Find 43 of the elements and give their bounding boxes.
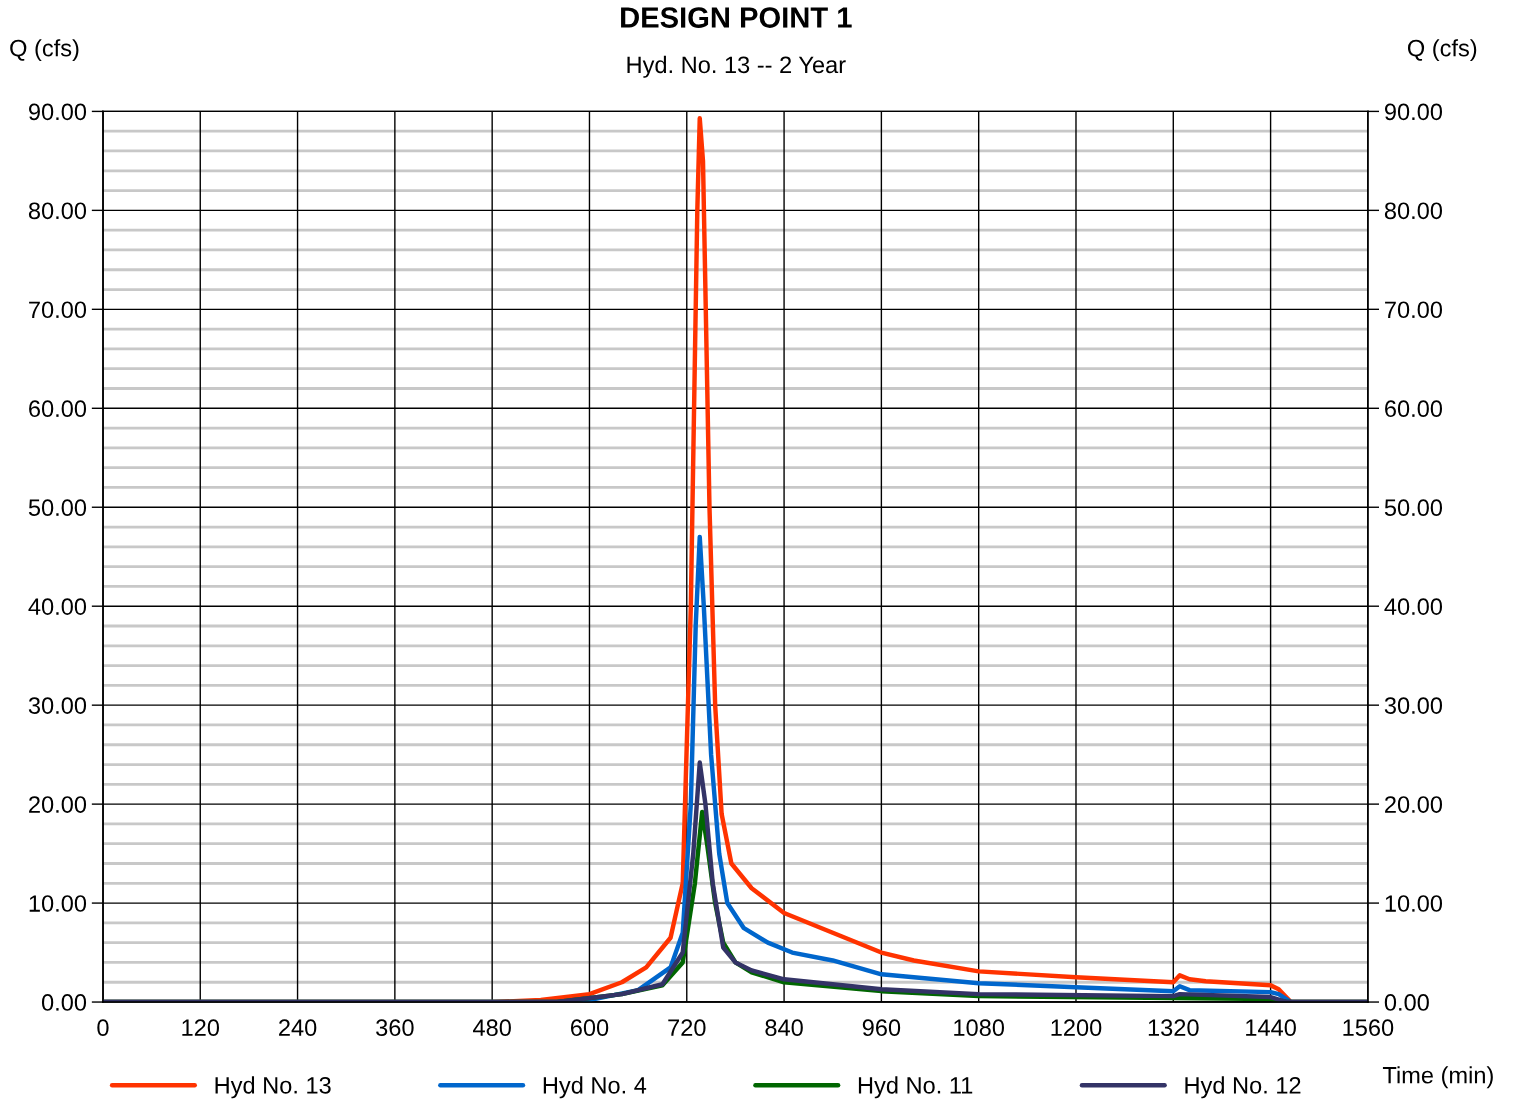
y2-tick-label: 60.00 <box>1385 400 1443 418</box>
y-axis-title: Q (cfs) <box>10 39 79 62</box>
x-tick-label: 1080 <box>954 1019 1005 1037</box>
y-tick-label: 40.00 <box>28 598 87 615</box>
x-tick-label: 1440 <box>1246 1019 1296 1037</box>
y-tick-label: 50.00 <box>28 499 87 517</box>
y-tick-label: 30.00 <box>28 697 87 714</box>
legend-label: Hyd No. 11 <box>858 1076 973 1099</box>
y2-tick-label: 30.00 <box>1384 697 1443 714</box>
legend-label: Hyd No. 13 <box>215 1076 331 1099</box>
x-tick-label: 720 <box>668 1019 706 1037</box>
y-tick-label: 80.00 <box>28 202 87 220</box>
legend-label: Hyd No. 12 <box>1185 1076 1301 1099</box>
y2-tick-label: 0.00 <box>1384 994 1429 1011</box>
y2-tick-label: 40.00 <box>1384 598 1443 615</box>
x-tick-label: 1200 <box>1051 1019 1102 1037</box>
y-tick-label: 70.00 <box>29 301 87 319</box>
x-axis-title: Time (min) <box>1382 1066 1493 1089</box>
y-tick-label: 60.00 <box>29 400 87 418</box>
x-tick-label: 480 <box>473 1019 511 1037</box>
x-tick-label: 960 <box>862 1019 901 1037</box>
y-tick-label: 0.00 <box>41 994 87 1011</box>
y-tick-label: 10.00 <box>29 895 87 912</box>
x-tick-label: 840 <box>765 1019 803 1037</box>
y2-tick-label: 20.00 <box>1385 796 1443 813</box>
x-tick-label: 0 <box>97 1019 109 1037</box>
x-tick-label: 1560 <box>1343 1019 1394 1037</box>
y2-tick-label: 90.00 <box>1384 103 1443 121</box>
y2-tick-label: 50.00 <box>1384 499 1443 517</box>
y-tick-label: 20.00 <box>29 796 87 813</box>
y-tick-label: 90.00 <box>29 103 87 121</box>
x-tick-label: 360 <box>376 1019 414 1037</box>
y2-tick-label: 70.00 <box>1385 301 1443 319</box>
chart-title: DESIGN POINT 1 <box>621 7 852 28</box>
y2-tick-label: 10.00 <box>1385 895 1443 912</box>
y2-axis-title: Q (cfs) <box>1407 39 1477 62</box>
legend-label: Hyd No. 4 <box>543 1076 647 1099</box>
chart-subtitle: Hyd. No. 13 -- 2 Year <box>627 55 846 78</box>
x-tick-label: 240 <box>279 1019 317 1037</box>
x-tick-label: 1320 <box>1148 1019 1199 1037</box>
x-tick-label: 120 <box>182 1019 220 1037</box>
y2-tick-label: 80.00 <box>1384 202 1443 220</box>
x-tick-label: 600 <box>570 1019 609 1037</box>
